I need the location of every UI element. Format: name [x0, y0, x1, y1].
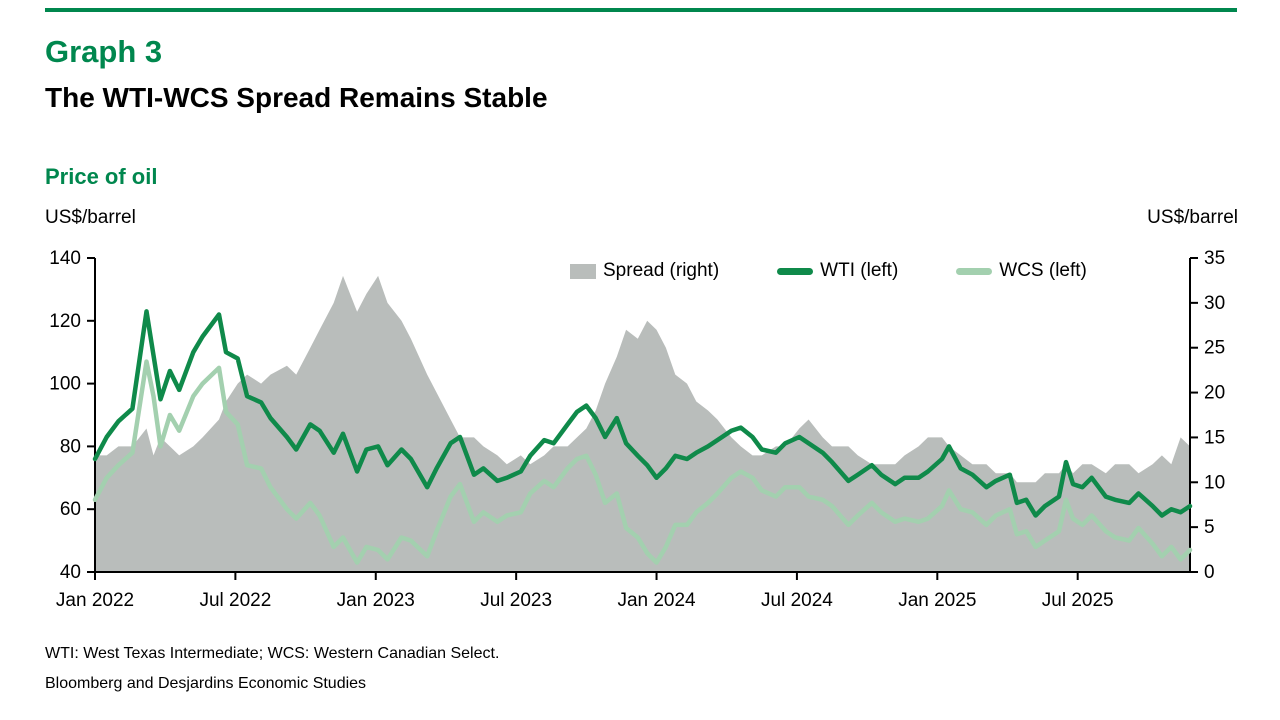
chart-subtitle: Price of oil	[45, 164, 158, 189]
svg-text:100: 100	[49, 374, 81, 395]
wti-line	[92, 309, 1193, 518]
top-accent-rule	[45, 8, 1237, 12]
legend-item-wti: WTI (left)	[777, 260, 898, 282]
svg-text:60: 60	[60, 499, 81, 520]
svg-text:80: 80	[60, 436, 81, 457]
svg-text:120: 120	[49, 311, 81, 332]
axes	[94, 258, 1191, 573]
svg-text:Jul 2024: Jul 2024	[761, 590, 833, 611]
x-axis-ticks: Jan 2022 Jul 2022 Jan 2023 Jul 2023 Jan 2024…	[56, 572, 1114, 611]
footnote-definitions: WTI: West Texas Intermediate; WCS: Weste…	[45, 645, 500, 662]
legend-item-wcs: WCS (left)	[956, 260, 1087, 282]
svg-text:30: 30	[1204, 293, 1225, 314]
right-axis-ticks: 35 30 25 20 15 10 5 0	[1190, 248, 1225, 583]
svg-text:Jul 2025: Jul 2025	[1042, 590, 1114, 611]
svg-text:25: 25	[1204, 338, 1225, 359]
right-axis-unit-label: US$/barrel	[1147, 207, 1238, 228]
svg-text:Jan 2024: Jan 2024	[617, 590, 696, 611]
wti-swatch-icon	[777, 267, 814, 275]
svg-text:40: 40	[60, 562, 81, 583]
svg-text:Jul 2023: Jul 2023	[480, 590, 552, 611]
svg-text:Jan 2025: Jan 2025	[898, 590, 976, 611]
svg-text:Jul 2022: Jul 2022	[199, 590, 271, 611]
spread-swatch-icon	[570, 263, 596, 279]
wcs-swatch-icon	[956, 267, 993, 275]
spread-area	[95, 275, 1190, 572]
left-axis-unit-label: US$/barrel	[45, 207, 136, 228]
chart-title: The WTI-WCS Spread Remains Stable	[45, 82, 548, 113]
svg-text:35: 35	[1204, 248, 1225, 269]
legend-label-wcs: WCS (left)	[999, 260, 1087, 281]
svg-text:140: 140	[49, 248, 81, 269]
svg-text:20: 20	[1204, 383, 1225, 404]
graph-number-label: Graph 3	[45, 34, 163, 69]
footnote-sources: Bloomberg and Desjardins Economic Studie…	[45, 675, 367, 692]
svg-text:5: 5	[1204, 517, 1215, 538]
legend-label-spread: Spread (right)	[603, 260, 720, 281]
svg-text:0: 0	[1204, 562, 1215, 583]
svg-text:Jan 2023: Jan 2023	[337, 590, 415, 611]
svg-text:10: 10	[1204, 472, 1225, 493]
legend-item-spread: Spread (right)	[570, 260, 719, 282]
svg-text:Jan 2022: Jan 2022	[56, 590, 134, 611]
legend: Spread (right) WTI (left) WCS (left)	[570, 260, 1087, 282]
left-axis-ticks: 140 120 100 80 60 40	[49, 248, 95, 583]
legend-label-wti: WTI (left)	[820, 260, 899, 281]
wcs-line	[92, 359, 1193, 565]
svg-text:15: 15	[1204, 427, 1225, 448]
